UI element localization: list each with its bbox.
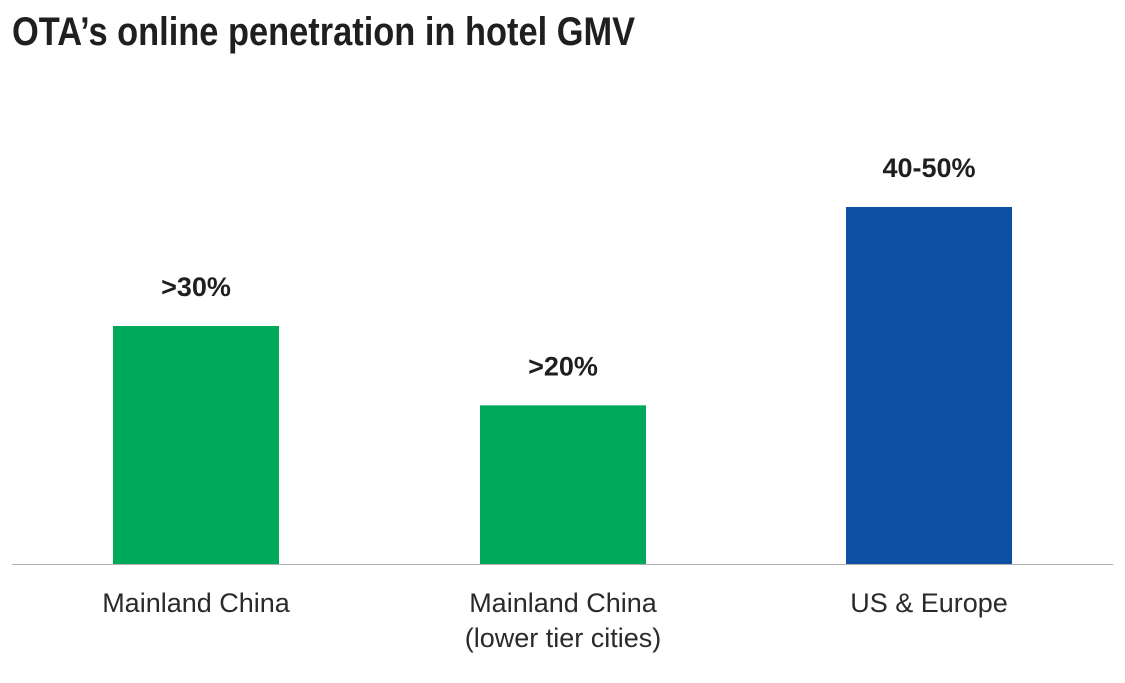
bars-group (113, 207, 1012, 564)
category-label: Mainland China (lower tier cities) (465, 588, 662, 653)
bar (480, 405, 646, 564)
category-label-line: US & Europe (850, 588, 1008, 618)
value-label: >30% (161, 272, 231, 302)
category-label-line: Mainland China (102, 588, 291, 618)
category-label-line: (lower tier cities) (465, 623, 662, 653)
category-label-line: Mainland China (469, 588, 658, 618)
value-label: 40-50% (882, 153, 975, 183)
bar (846, 207, 1012, 564)
value-labels-group: >30% >20% 40-50% (161, 153, 975, 381)
category-labels-group: Mainland China Mainland China (lower tier … (102, 588, 1008, 653)
category-label: Mainland China (102, 588, 291, 618)
bar (113, 326, 279, 564)
value-label: >20% (528, 351, 598, 381)
category-label: US & Europe (850, 588, 1008, 618)
chart-title: OTA’s online penetration in hotel GMV (12, 10, 636, 54)
